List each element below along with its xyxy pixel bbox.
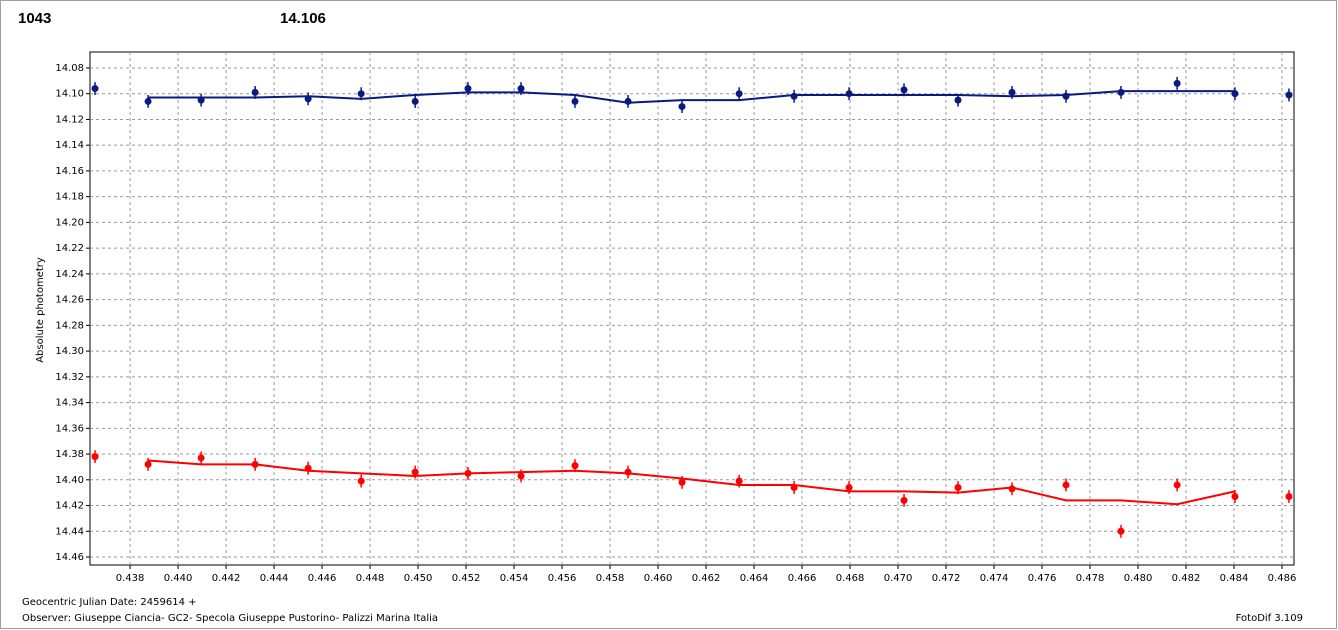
y-axis-label: Absolute photometry [35, 257, 46, 363]
data-point [1231, 90, 1239, 98]
x-tick-label: 0.456 [548, 573, 577, 584]
data-point [517, 85, 525, 93]
data-point [1117, 88, 1125, 96]
x-tick-label: 0.470 [884, 573, 913, 584]
y-tick-label: 14.38 [55, 449, 84, 460]
x-tick-label: 0.438 [116, 573, 145, 584]
y-tick-label: 14.16 [55, 166, 84, 177]
data-point [464, 469, 472, 477]
data-point [954, 96, 962, 104]
y-tick-label: 14.30 [55, 346, 84, 357]
data-point [251, 460, 259, 468]
data-point [357, 90, 365, 98]
y-tick-label: 14.22 [55, 243, 84, 254]
x-tick-label: 0.480 [1124, 573, 1153, 584]
data-point [735, 477, 743, 485]
x-tick-label: 0.458 [596, 573, 625, 584]
y-tick-label: 14.26 [55, 295, 84, 306]
y-tick-label: 14.24 [55, 269, 84, 280]
data-point [197, 96, 205, 104]
x-tick-label: 0.454 [500, 573, 529, 584]
y-tick-label: 14.10 [55, 89, 84, 100]
y-tick-label: 14.40 [55, 475, 84, 486]
data-point [678, 478, 686, 486]
y-tick-label: 14.46 [55, 552, 84, 563]
data-point [1285, 493, 1293, 501]
data-point [517, 472, 525, 480]
x-tick-label: 0.472 [932, 573, 961, 584]
x-tick-label: 0.446 [308, 573, 337, 584]
x-tick-label: 0.450 [404, 573, 433, 584]
x-tick-label: 0.484 [1220, 573, 1249, 584]
y-tick-label: 14.28 [55, 320, 84, 331]
data-point [845, 90, 853, 98]
data-point [1062, 92, 1070, 100]
data-point [624, 97, 632, 105]
legend-entry: 1043 [18, 10, 51, 27]
x-tick-label: 0.442 [212, 573, 241, 584]
y-tick-label: 14.20 [55, 217, 84, 228]
x-tick-label: 0.486 [1268, 573, 1297, 584]
x-tick-label: 0.462 [692, 573, 721, 584]
x-tick-label: 0.474 [980, 573, 1009, 584]
observer: Observer: Giuseppe Ciancia- GC2- Specola… [22, 613, 438, 624]
data-point [900, 496, 908, 504]
data-point [571, 97, 579, 105]
data-point [845, 484, 853, 492]
data-point [1173, 79, 1181, 87]
data-point [357, 477, 365, 485]
y-tick-label: 14.34 [55, 398, 84, 409]
x-tick-label: 0.460 [644, 573, 673, 584]
x-axis-label: Geocentric Julian Date: 2459614 + [22, 597, 197, 608]
x-tick-label: 0.444 [260, 573, 289, 584]
data-point [954, 484, 962, 492]
data-point [1285, 91, 1293, 99]
data-point [304, 95, 312, 103]
data-point [464, 85, 472, 93]
y-tick-label: 14.18 [55, 192, 84, 203]
data-point [1231, 493, 1239, 501]
data-point [91, 453, 99, 461]
x-tick-label: 0.476 [1028, 573, 1057, 584]
data-point [900, 86, 908, 94]
data-point [790, 484, 798, 492]
data-point [678, 103, 686, 111]
software: FotoDif 3.109 [1236, 613, 1303, 624]
data-point [251, 88, 259, 96]
y-tick-label: 14.14 [55, 140, 84, 151]
data-point [304, 464, 312, 472]
legend-entry: 14.106 [280, 10, 326, 27]
data-point [571, 462, 579, 470]
x-tick-label: 0.440 [164, 573, 193, 584]
y-tick-label: 14.36 [55, 423, 84, 434]
data-point [144, 97, 152, 105]
data-point [790, 92, 798, 100]
y-tick-label: 14.32 [55, 372, 84, 383]
data-point [1062, 481, 1070, 489]
data-point [411, 97, 419, 105]
data-point [735, 90, 743, 98]
plot-area [89, 51, 1295, 566]
y-tick-label: 14.42 [55, 501, 84, 512]
data-point [144, 460, 152, 468]
x-tick-label: 0.482 [1172, 573, 1201, 584]
x-tick-label: 0.452 [452, 573, 481, 584]
y-tick-label: 14.44 [55, 526, 84, 537]
data-point [411, 468, 419, 476]
x-tick-label: 0.464 [740, 573, 769, 584]
data-point [197, 454, 205, 462]
data-point [1117, 527, 1125, 535]
y-tick-label: 14.12 [55, 114, 84, 125]
x-tick-label: 0.478 [1076, 573, 1105, 584]
y-tick-label: 14.08 [55, 63, 84, 74]
x-tick-label: 0.448 [356, 573, 385, 584]
data-point [624, 468, 632, 476]
x-tick-label: 0.468 [836, 573, 865, 584]
data-point [1008, 88, 1016, 96]
data-point [91, 85, 99, 93]
data-point [1173, 481, 1181, 489]
x-tick-label: 0.466 [788, 573, 817, 584]
data-point [1008, 485, 1016, 493]
